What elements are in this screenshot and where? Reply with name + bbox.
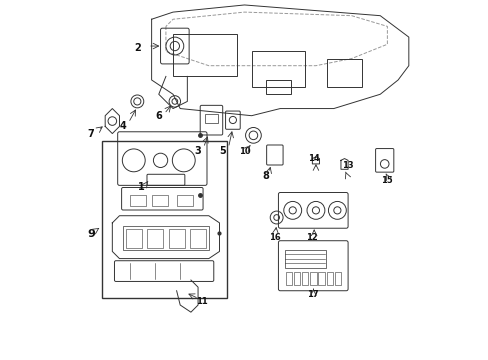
Text: 13: 13 bbox=[342, 161, 353, 170]
Bar bbox=[318, 272, 324, 285]
Text: 9: 9 bbox=[87, 229, 95, 239]
Bar bbox=[326, 272, 332, 285]
Bar bbox=[125, 229, 142, 248]
Bar bbox=[334, 272, 341, 285]
Bar bbox=[168, 229, 184, 248]
Text: 4: 4 bbox=[120, 121, 126, 131]
Text: 12: 12 bbox=[306, 233, 318, 242]
Text: 2: 2 bbox=[134, 43, 141, 53]
Bar bbox=[293, 272, 300, 285]
Text: 6: 6 bbox=[155, 111, 162, 121]
Text: 3: 3 bbox=[194, 147, 201, 157]
Bar bbox=[151, 195, 167, 206]
Bar bbox=[205, 114, 217, 123]
Text: 10: 10 bbox=[238, 147, 250, 156]
Text: 8: 8 bbox=[262, 171, 269, 181]
Text: 16: 16 bbox=[268, 233, 280, 242]
Bar bbox=[309, 272, 316, 285]
Text: 15: 15 bbox=[381, 176, 392, 185]
Bar bbox=[302, 272, 308, 285]
Text: 5: 5 bbox=[219, 147, 226, 157]
Text: 1: 1 bbox=[137, 182, 144, 192]
Bar bbox=[190, 229, 206, 248]
Text: 11: 11 bbox=[195, 297, 207, 306]
Bar bbox=[102, 141, 226, 298]
Bar bbox=[326, 59, 362, 87]
Bar bbox=[251, 51, 305, 87]
Bar bbox=[176, 195, 192, 206]
Bar bbox=[130, 195, 146, 206]
Bar bbox=[123, 226, 208, 249]
Bar bbox=[285, 272, 291, 285]
Bar bbox=[284, 249, 325, 267]
Text: 17: 17 bbox=[306, 290, 318, 299]
Bar bbox=[173, 33, 237, 76]
Text: 7: 7 bbox=[87, 129, 94, 139]
Text: 14: 14 bbox=[307, 154, 319, 163]
Bar bbox=[147, 229, 163, 248]
Bar bbox=[265, 80, 290, 94]
